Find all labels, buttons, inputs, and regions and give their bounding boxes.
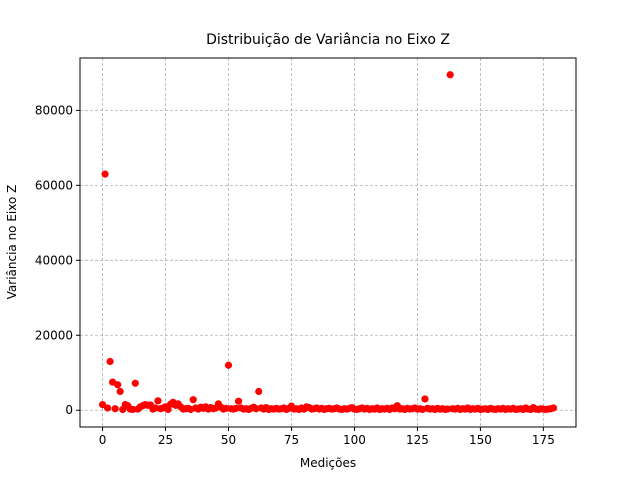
point — [421, 395, 429, 403]
plot-frame — [79, 57, 577, 428]
point — [111, 405, 119, 413]
point — [101, 170, 109, 178]
y-tick-label: 80000 — [35, 103, 73, 117]
x-tick-label: 125 — [406, 433, 429, 447]
x-tick-label: 75 — [284, 433, 299, 447]
point — [98, 401, 107, 409]
point — [106, 357, 114, 366]
x-tick-label: 50 — [221, 433, 236, 447]
y-axis-label: Variância no Eixo Z — [5, 185, 19, 300]
point — [189, 396, 197, 404]
point — [549, 404, 558, 412]
y-tick-label: 0 — [65, 403, 73, 417]
x-tick-label: 150 — [469, 433, 492, 447]
point — [224, 361, 233, 369]
x-axis-label: Medições — [300, 456, 356, 470]
point — [103, 404, 112, 412]
y-tick-label: 20000 — [35, 328, 73, 342]
x-tick-label: 100 — [343, 433, 366, 447]
x-tick-label: 0 — [99, 433, 107, 447]
point — [114, 381, 122, 389]
point — [131, 379, 139, 387]
point — [255, 387, 263, 396]
x-tick-label: 175 — [532, 433, 555, 447]
point — [446, 71, 454, 79]
y-tick-label: 40000 — [35, 253, 73, 267]
point — [154, 397, 162, 405]
point — [116, 387, 124, 396]
point — [234, 397, 243, 405]
chart-title: Distribuição de Variância no Eixo Z — [206, 32, 450, 48]
y-tick-label: 60000 — [35, 178, 73, 192]
x-tick-label: 25 — [158, 433, 173, 447]
